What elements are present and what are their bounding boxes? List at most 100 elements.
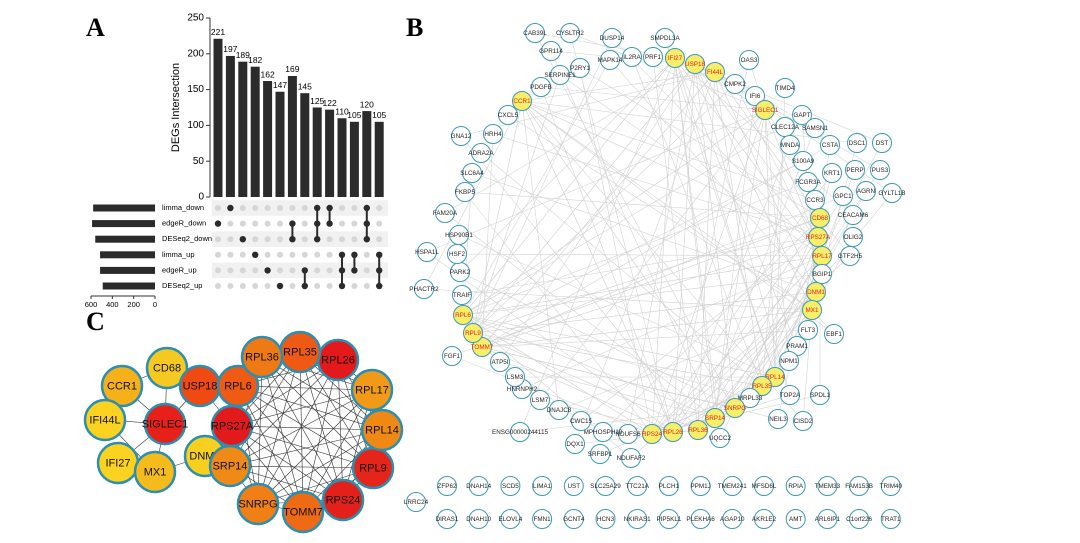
node-label: SCD5 <box>502 483 519 490</box>
node-label: PHACTR2 <box>409 286 439 293</box>
node-label: DIRAS1 <box>436 516 459 523</box>
network-node <box>752 376 772 396</box>
network-node <box>570 58 590 78</box>
network-node <box>725 74 745 94</box>
network-node <box>768 409 788 429</box>
edge <box>521 100 804 422</box>
network-node <box>281 490 325 534</box>
isolated-node <box>722 509 743 529</box>
node-label: CMPK2 <box>724 81 746 88</box>
edge <box>472 83 736 334</box>
edge <box>472 332 699 431</box>
edge <box>481 346 674 433</box>
isolated-node <box>627 476 648 496</box>
isolated-node <box>406 492 426 512</box>
set-label: DESeq2_down <box>162 234 212 243</box>
node-label: SIGLEC1 <box>752 107 779 114</box>
network-node <box>618 424 638 444</box>
node-label: RPL14 <box>765 374 785 381</box>
network-node <box>824 324 844 344</box>
network-node <box>593 422 613 442</box>
bar-label: 125 <box>310 96 324 106</box>
node-label: FAM20A <box>433 210 458 217</box>
edge <box>237 385 344 501</box>
edge <box>519 57 676 433</box>
network-node <box>808 227 828 247</box>
network-node <box>780 135 800 155</box>
bar <box>362 111 372 197</box>
edge <box>521 71 716 102</box>
matrix-dot-empty <box>227 220 234 227</box>
matrix-dot <box>264 267 271 274</box>
matrix-dot <box>227 204 234 212</box>
y-tick-label: 200 <box>187 48 204 59</box>
edge <box>558 309 813 411</box>
edge <box>672 217 821 433</box>
network-node <box>435 203 455 223</box>
matrix-dot-empty <box>239 205 246 211</box>
matrix-dot-empty <box>277 236 283 243</box>
matrix-dot-empty <box>289 283 296 289</box>
set-label: edgeR_up <box>162 265 197 274</box>
matrix-dot-empty <box>301 236 308 243</box>
network-node <box>833 186 853 206</box>
network-node <box>321 478 365 522</box>
edge <box>697 127 816 431</box>
matrix-dot-empty <box>239 220 246 227</box>
y-tick-label: 150 <box>187 84 204 95</box>
edge <box>472 63 696 334</box>
node-label: USP18 <box>685 61 705 68</box>
edge <box>472 74 561 334</box>
network-node <box>870 160 890 180</box>
node-label: GTF2H5 <box>838 253 863 260</box>
matrix-dot-empty <box>239 251 246 258</box>
node-label: TMEM241 <box>718 483 748 490</box>
matrix-dot-empty <box>227 267 234 274</box>
node-label: AKR1E2 <box>752 516 777 523</box>
isolated-node <box>532 509 553 529</box>
matrix-dot <box>314 236 321 243</box>
edge <box>651 255 823 435</box>
node-label: DNAJC8 <box>547 407 572 414</box>
isolated-node <box>500 476 521 496</box>
bar-label: 145 <box>298 81 312 91</box>
edge <box>462 181 809 316</box>
matrix-dot <box>363 204 370 212</box>
edge <box>697 71 716 431</box>
node-label: OAS3 <box>741 57 758 64</box>
matrix-dot-empty <box>339 220 345 227</box>
matrix-dot-empty <box>277 267 283 274</box>
edge <box>257 429 383 505</box>
edge <box>444 63 696 214</box>
node-label: MPHOSPH10 <box>584 429 623 436</box>
edge <box>462 314 716 419</box>
network-node <box>810 385 830 405</box>
node-label: TRIM40 <box>880 483 903 490</box>
node-label: DQX1 <box>566 441 584 448</box>
isolated-node <box>437 476 457 496</box>
network-node <box>490 352 510 372</box>
node-label: RPL36 <box>245 351 279 363</box>
network-node <box>798 172 818 192</box>
edge <box>664 37 776 378</box>
bar-label: 162 <box>261 69 275 79</box>
edge <box>697 236 819 431</box>
network-node <box>643 47 663 67</box>
isolated-node <box>849 509 870 529</box>
matrix-dot <box>252 251 259 258</box>
matrix-dot <box>214 220 222 227</box>
network-node <box>541 41 561 61</box>
network-node <box>840 246 860 266</box>
node-label: LSM3 <box>507 374 524 381</box>
edge <box>651 109 766 435</box>
network-node <box>688 420 708 440</box>
network-node <box>530 390 550 410</box>
edge <box>714 71 821 219</box>
network-node <box>472 337 492 357</box>
network-node <box>845 160 865 180</box>
node-label: CXCL5 <box>498 112 519 119</box>
panel-label: C <box>86 307 105 336</box>
matrix-dot-empty <box>363 251 370 258</box>
edge <box>609 59 817 293</box>
matrix-dot-empty <box>301 220 308 227</box>
